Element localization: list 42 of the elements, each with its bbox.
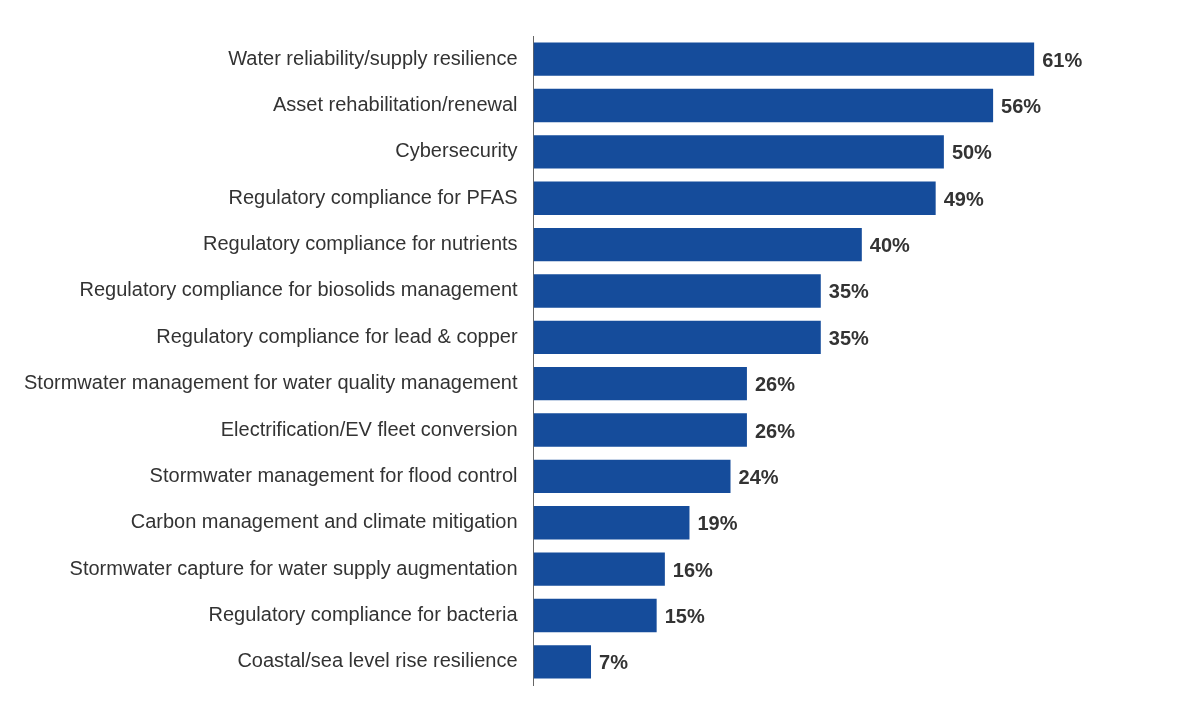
y-tick-label: Stormwater management for water quality management <box>23 371 518 394</box>
data-label: 26% <box>754 373 796 396</box>
y-tick-label: Cybersecurity <box>395 139 518 162</box>
y-tick-label: Regulatory compliance for lead & copper <box>156 324 518 347</box>
y-tick-label: Regulatory compliance for PFAS <box>228 185 518 208</box>
bar <box>533 88 994 123</box>
y-tick-label: Coastal/sea level rise resilience <box>237 649 518 672</box>
data-label: 49% <box>943 187 984 210</box>
bar <box>533 42 1035 76</box>
y-tick-label: Regulatory compliance for nutrients <box>202 232 518 255</box>
data-label: 50% <box>951 141 993 164</box>
y-tick-label: Regulatory compliance for biosolids management <box>79 278 518 301</box>
data-label: 61% <box>1042 48 1083 71</box>
data-label: 7% <box>599 651 629 674</box>
data-label: 56% <box>1001 95 1042 118</box>
bar <box>533 413 747 447</box>
data-label: 19% <box>697 512 738 535</box>
data-label: 16% <box>672 558 714 581</box>
data-label: 40% <box>869 234 911 257</box>
y-tick-label: Stormwater capture for water supply augmentation <box>69 556 518 579</box>
y-tick-label: Stormwater management for flood control <box>149 463 518 486</box>
bar <box>533 274 821 308</box>
data-label: 15% <box>664 604 705 627</box>
bar <box>533 366 747 401</box>
data-label: 24% <box>738 465 779 488</box>
data-label: 26% <box>754 419 796 442</box>
bar <box>533 645 592 679</box>
bar <box>533 598 657 633</box>
y-tick-label: Regulatory compliance for bacteria <box>208 602 519 625</box>
y-tick-label: Water reliability/supply resilience <box>228 46 518 69</box>
y-tick-label: Electrification/EV fleet conversion <box>220 417 518 440</box>
bar <box>533 227 862 262</box>
data-label: 35% <box>828 280 870 303</box>
bar <box>533 320 821 355</box>
bar <box>533 181 936 215</box>
bar <box>533 506 690 540</box>
y-tick-label: Carbon management and climate mitigation <box>130 510 518 533</box>
bar <box>533 459 731 494</box>
data-label: 35% <box>828 326 870 349</box>
y-tick-label: Asset rehabilitation/renewal <box>272 93 518 116</box>
bar <box>533 135 944 169</box>
bar <box>533 552 665 586</box>
